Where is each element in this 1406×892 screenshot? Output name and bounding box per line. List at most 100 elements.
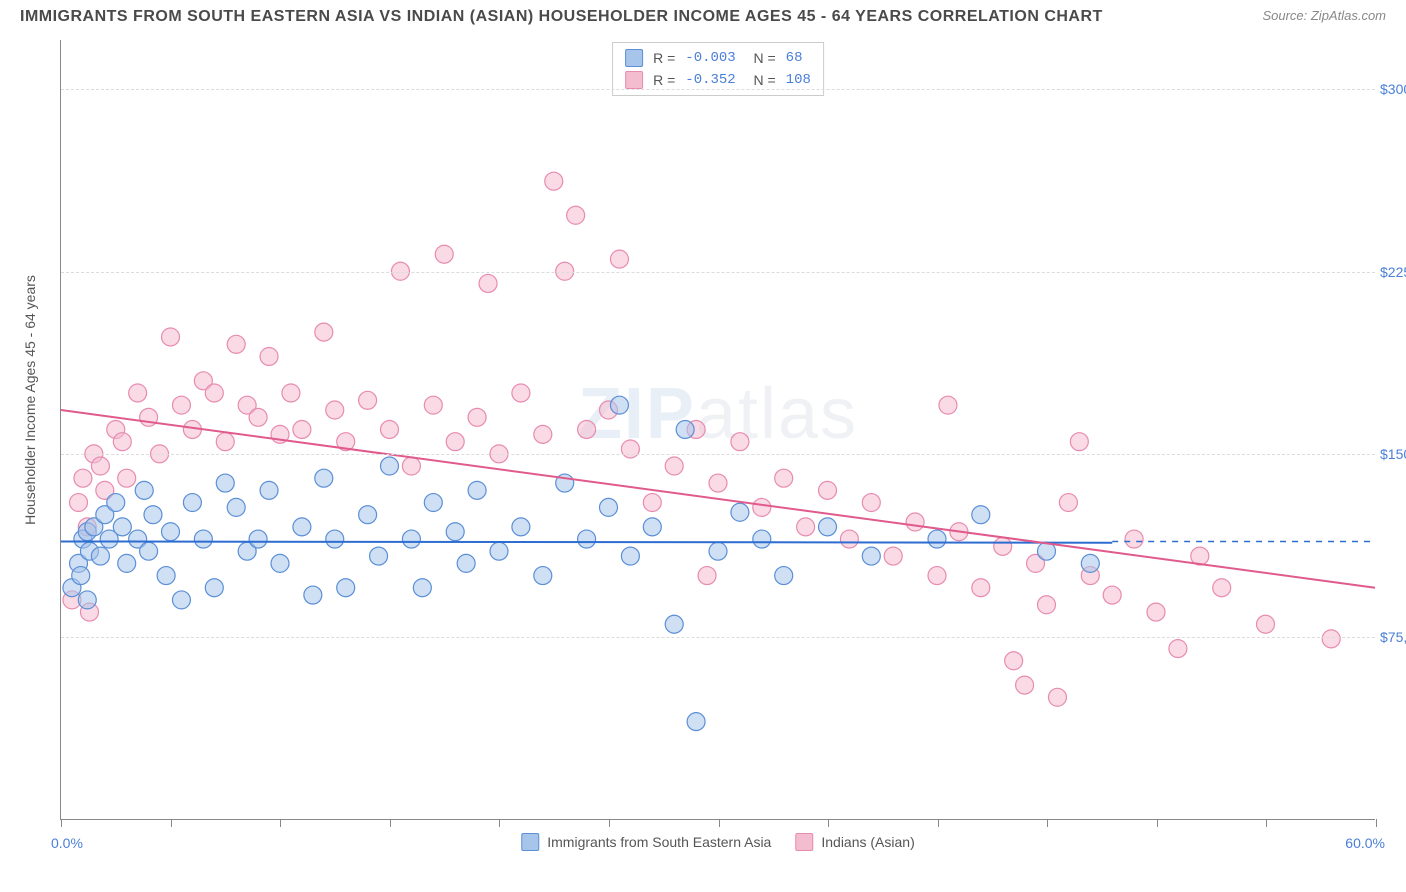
n-value: 68 xyxy=(786,50,803,66)
data-point xyxy=(118,469,136,487)
data-point xyxy=(271,554,289,572)
data-point xyxy=(1103,586,1121,604)
data-point xyxy=(1147,603,1165,621)
data-point xyxy=(194,530,212,548)
data-point xyxy=(129,384,147,402)
data-point xyxy=(939,396,957,414)
data-point xyxy=(468,481,486,499)
data-point xyxy=(578,421,596,439)
data-point xyxy=(249,408,267,426)
data-point xyxy=(413,579,431,597)
data-point xyxy=(249,530,267,548)
data-point xyxy=(402,457,420,475)
data-point xyxy=(260,347,278,365)
data-point xyxy=(479,274,497,292)
data-point xyxy=(819,481,837,499)
x-axis-max-label: 60.0% xyxy=(1345,835,1385,851)
data-point xyxy=(205,579,223,597)
r-value: -0.003 xyxy=(685,50,735,66)
data-point xyxy=(74,469,92,487)
data-point xyxy=(687,713,705,731)
data-point xyxy=(205,384,223,402)
data-point xyxy=(610,250,628,268)
data-point xyxy=(1081,554,1099,572)
series-legend: Immigrants from South Eastern Asia India… xyxy=(521,833,914,851)
data-point xyxy=(468,408,486,426)
data-point xyxy=(457,554,475,572)
swatch-icon xyxy=(795,833,813,851)
data-point xyxy=(643,518,661,536)
data-point xyxy=(731,503,749,521)
x-tick xyxy=(609,819,610,827)
n-value: 108 xyxy=(786,72,811,88)
data-point xyxy=(1169,640,1187,658)
x-tick xyxy=(499,819,500,827)
data-point xyxy=(227,335,245,353)
legend-label: Indians (Asian) xyxy=(821,834,914,850)
data-point xyxy=(512,384,530,402)
data-point xyxy=(753,498,771,516)
data-point xyxy=(840,530,858,548)
data-point xyxy=(216,433,234,451)
data-point xyxy=(446,523,464,541)
gridline xyxy=(61,454,1375,455)
x-tick xyxy=(171,819,172,827)
data-point xyxy=(709,542,727,560)
legend-item-series-1: Immigrants from South Eastern Asia xyxy=(521,833,771,851)
plot-area: ZIPatlas R = -0.003 N = 68 R = -0.352 N … xyxy=(60,40,1375,820)
gridline xyxy=(61,272,1375,273)
data-point xyxy=(424,396,442,414)
data-point xyxy=(424,494,442,512)
data-point xyxy=(172,396,190,414)
data-point xyxy=(665,615,683,633)
data-point xyxy=(216,474,234,492)
y-axis-label: Householder Income Ages 45 - 64 years xyxy=(22,275,38,525)
source-label: Source: ZipAtlas.com xyxy=(1262,8,1386,23)
trend-line xyxy=(61,410,1375,588)
data-point xyxy=(118,554,136,572)
data-point xyxy=(304,586,322,604)
data-point xyxy=(600,498,618,516)
data-point xyxy=(135,481,153,499)
data-point xyxy=(862,494,880,512)
data-point xyxy=(534,425,552,443)
data-point xyxy=(359,506,377,524)
data-point xyxy=(1038,596,1056,614)
data-point xyxy=(928,567,946,585)
data-point xyxy=(1125,530,1143,548)
data-point xyxy=(578,530,596,548)
data-point xyxy=(1059,494,1077,512)
data-point xyxy=(144,506,162,524)
data-point xyxy=(643,494,661,512)
data-point xyxy=(227,498,245,516)
data-point xyxy=(113,433,131,451)
y-tick-label: $75,000 xyxy=(1380,629,1406,645)
data-point xyxy=(107,494,125,512)
data-point xyxy=(709,474,727,492)
legend-row-series-1: R = -0.003 N = 68 xyxy=(625,47,811,69)
r-value: -0.352 xyxy=(685,72,735,88)
data-point xyxy=(370,547,388,565)
data-point xyxy=(512,518,530,536)
data-point xyxy=(1322,630,1340,648)
data-point xyxy=(534,567,552,585)
data-point xyxy=(797,518,815,536)
data-point xyxy=(676,421,694,439)
data-point xyxy=(70,494,88,512)
y-tick-label: $300,000 xyxy=(1380,81,1406,97)
swatch-icon xyxy=(625,71,643,89)
data-point xyxy=(157,567,175,585)
data-point xyxy=(326,530,344,548)
data-point xyxy=(260,481,278,499)
y-tick-label: $225,000 xyxy=(1380,264,1406,280)
x-tick xyxy=(1157,819,1158,827)
data-point xyxy=(753,530,771,548)
data-point xyxy=(315,469,333,487)
legend-label: Immigrants from South Eastern Asia xyxy=(547,834,771,850)
data-point xyxy=(446,433,464,451)
data-point xyxy=(972,579,990,597)
data-point xyxy=(91,457,109,475)
data-point xyxy=(928,530,946,548)
data-point xyxy=(113,518,131,536)
data-point xyxy=(140,542,158,560)
